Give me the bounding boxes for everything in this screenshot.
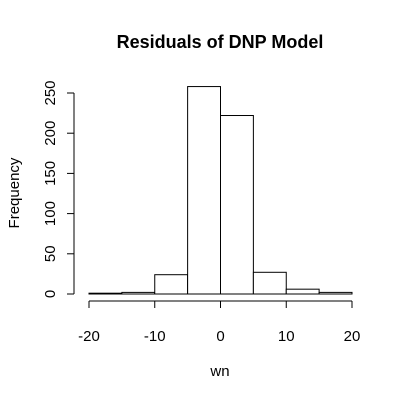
histogram-bar bbox=[220, 115, 254, 295]
histogram-bar bbox=[121, 291, 156, 295]
x-tick-label: 10 bbox=[278, 328, 295, 345]
y-tick-label: 0 bbox=[42, 290, 59, 298]
x-axis-label: wn bbox=[209, 363, 229, 380]
x-tick-label: 0 bbox=[216, 328, 224, 345]
y-tick-label: 100 bbox=[42, 201, 59, 226]
x-axis: -20 -10 0 10 20 bbox=[78, 300, 361, 345]
x-tick-label: -20 bbox=[78, 328, 100, 345]
histogram-bar bbox=[318, 291, 353, 295]
y-tick-label: 200 bbox=[42, 121, 59, 146]
histogram-bar bbox=[187, 86, 221, 295]
x-tick-label: -10 bbox=[144, 328, 166, 345]
y-tick-label: 250 bbox=[42, 80, 59, 105]
chart-title: Residuals of DNP Model bbox=[117, 32, 324, 52]
histogram-bar bbox=[154, 274, 189, 295]
bars-group bbox=[88, 86, 353, 295]
x-tick-label: 20 bbox=[344, 328, 361, 345]
y-axis-label: Frequency bbox=[6, 157, 23, 228]
histogram-bar bbox=[285, 288, 320, 295]
y-tick-label: 50 bbox=[42, 245, 59, 262]
histogram-bar bbox=[252, 271, 287, 295]
histogram-bar bbox=[88, 292, 123, 295]
y-tick-label: 150 bbox=[42, 161, 59, 186]
y-axis: 0 50 100 150 200 250 bbox=[42, 80, 75, 298]
